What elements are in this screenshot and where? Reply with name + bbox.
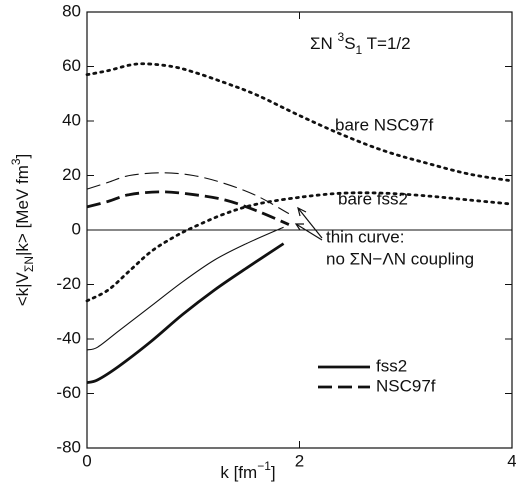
series-line	[85, 191, 514, 303]
y-label-part: 3	[9, 158, 23, 165]
panel-label-part: 1	[356, 43, 363, 57]
curve-label: bare NSC97f	[335, 115, 434, 134]
y-tick-label: 20	[62, 165, 81, 184]
arrow-head	[297, 206, 307, 217]
y-label-part: ]	[13, 154, 32, 159]
x-tick-label: 0	[82, 451, 91, 470]
series-line	[86, 242, 285, 384]
y-label-part: |k> [MeV fm	[13, 165, 32, 256]
panel-label-part: S	[344, 34, 355, 53]
y-tick-label: -80	[56, 437, 81, 456]
arrow	[295, 223, 323, 241]
y-label-part: <k|V	[13, 271, 32, 306]
y-tick-label: 0	[72, 219, 81, 238]
panel-label-part: ΣN	[310, 34, 338, 53]
series-line	[86, 172, 290, 215]
x-label-part: −1	[257, 459, 271, 473]
series-line	[86, 190, 290, 226]
y-tick-label: 40	[62, 110, 81, 129]
legend-label: NSC97f	[376, 376, 436, 395]
legend-label: fss2	[376, 356, 407, 375]
note-arrows	[294, 206, 323, 241]
y-axis-label: <k|VΣN|k> [MeV fm3]	[9, 154, 36, 307]
y-label-part: ΣN	[22, 256, 36, 272]
series-line	[86, 226, 284, 351]
panel-label: ΣN 3S1 T=1/2	[310, 30, 411, 57]
y-tick-label: 80	[62, 1, 81, 20]
x-tick-label: 2	[295, 451, 304, 470]
y-tick-label: -40	[56, 328, 81, 347]
arrow	[297, 207, 323, 239]
arrow-head	[294, 223, 304, 231]
panel-label-part: 3	[338, 30, 345, 44]
series-line	[85, 62, 514, 183]
y-tick-label: 60	[62, 56, 81, 75]
x-label-part: ]	[271, 463, 276, 482]
x-label-part: k [fm	[220, 463, 257, 482]
y-tick-label: -20	[56, 274, 81, 293]
x-tick-label: 4	[507, 451, 516, 470]
note: thin curve:	[326, 227, 404, 246]
y-tick-label: -60	[56, 383, 81, 402]
note: no ΣN−ΛN coupling	[326, 249, 474, 268]
x-axis-label: k [fm−1]	[220, 459, 275, 482]
curve-label: bare fss2	[338, 189, 408, 208]
panel-label-part: T=1/2	[362, 34, 410, 53]
